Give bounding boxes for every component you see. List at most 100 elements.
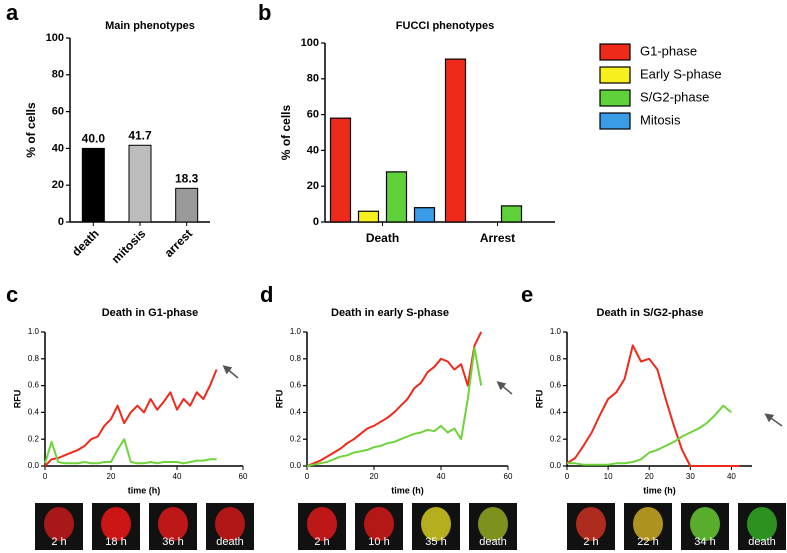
chart-title: Death in early S-phase <box>331 307 449 319</box>
y-tick-label: 0.6 <box>28 381 40 390</box>
x-tick-label: 20 <box>370 472 379 481</box>
thumbnail-label: 2 h <box>51 536 66 548</box>
y-axis-label: % of cells <box>24 102 38 158</box>
y-tick-label: 0 <box>313 216 319 228</box>
x-tick-label: 40 <box>727 472 736 481</box>
legend-label: S/G2-phase <box>640 89 709 104</box>
y-tick-label: 100 <box>46 32 64 44</box>
thumbnail-label: death <box>216 536 244 548</box>
bar <box>413 207 436 223</box>
y-axis-label: RFU <box>534 390 544 409</box>
x-tick-label: Death <box>366 231 399 245</box>
line-series <box>306 331 483 467</box>
y-tick-label: 1.0 <box>28 327 40 336</box>
cell <box>633 507 663 541</box>
x-tick-label: 0 <box>565 472 570 481</box>
x-tick-label: arrest <box>162 226 195 259</box>
cell <box>307 507 337 541</box>
x-axis-label: time (h) <box>128 485 161 495</box>
y-tick-label: 0.2 <box>550 434 562 443</box>
panel-letter: b <box>258 0 271 25</box>
line-series <box>44 369 218 467</box>
thumbnail-label: 2 h <box>583 536 598 548</box>
cell <box>101 507 131 541</box>
y-tick-label: 60 <box>307 109 319 121</box>
y-tick-label: 0.2 <box>290 434 302 443</box>
x-tick-label: 20 <box>645 472 654 481</box>
x-tick-label: 40 <box>173 472 182 481</box>
x-tick-label: 20 <box>107 472 116 481</box>
y-tick-label: 0.4 <box>28 408 40 417</box>
thumbnail-label: 18 h <box>105 536 126 548</box>
x-axis-label: time (h) <box>643 485 676 495</box>
value-label: 41.7 <box>128 128 152 142</box>
bar <box>81 147 105 223</box>
value-label: 40.0 <box>82 132 106 146</box>
cell <box>364 507 394 541</box>
cell <box>747 507 777 541</box>
legend-label: Mitosis <box>640 112 681 127</box>
bar <box>444 58 467 223</box>
y-axis-label: % of cells <box>279 105 293 161</box>
panel-letter: d <box>260 282 273 307</box>
bar <box>500 205 523 223</box>
line-series <box>44 438 217 465</box>
bar <box>175 187 199 223</box>
cell <box>576 507 606 541</box>
x-tick-label: 10 <box>604 472 613 481</box>
y-tick-label: 80 <box>307 73 319 85</box>
x-tick-label: 0 <box>305 472 310 481</box>
legend-swatch <box>599 43 631 61</box>
thumbnail-label: 34 h <box>694 536 715 548</box>
y-tick-label: 100 <box>301 37 319 49</box>
y-tick-label: 0.8 <box>550 354 562 363</box>
bar <box>329 117 352 223</box>
cell <box>690 507 720 541</box>
y-tick-label: 0.0 <box>290 461 302 470</box>
y-tick-label: 0.2 <box>28 434 40 443</box>
y-tick-label: 20 <box>307 180 319 192</box>
x-tick-label: 40 <box>437 472 446 481</box>
y-tick-label: 0.4 <box>550 408 562 417</box>
y-tick-label: 0.4 <box>290 408 302 417</box>
value-label: 18.3 <box>175 171 199 185</box>
line-series <box>566 344 740 467</box>
y-tick-label: 40 <box>52 142 64 154</box>
y-tick-label: 80 <box>52 69 64 81</box>
panel-letter: c <box>6 282 18 307</box>
y-tick-label: 40 <box>307 144 319 156</box>
y-tick-label: 0.0 <box>28 461 40 470</box>
legend-swatch <box>599 89 631 107</box>
x-tick-label: 0 <box>43 472 48 481</box>
y-tick-label: 1.0 <box>290 327 302 336</box>
arrow <box>222 365 239 379</box>
thumbnail-label: 36 h <box>162 536 183 548</box>
y-tick-label: 60 <box>52 106 64 118</box>
thumbnail-label: 22 h <box>637 536 658 548</box>
y-tick-label: 0 <box>58 216 64 228</box>
legend-label: G1-phase <box>640 43 697 58</box>
y-tick-label: 0.6 <box>290 381 302 390</box>
bar <box>385 171 408 223</box>
panel-letter: e <box>521 282 533 307</box>
chart-title: Death in S/G2-phase <box>597 307 704 319</box>
cell <box>44 507 74 541</box>
x-tick-label: 30 <box>686 472 695 481</box>
x-tick-label: death <box>69 226 102 259</box>
x-tick-label: 60 <box>239 472 248 481</box>
cell <box>421 507 451 541</box>
legend-swatch <box>599 66 631 84</box>
thumbnail-label: 10 h <box>368 536 389 548</box>
y-tick-label: 0.8 <box>290 354 302 363</box>
arrow <box>496 381 513 395</box>
bar <box>357 210 380 223</box>
thumbnail-label: death <box>748 536 776 548</box>
line-series <box>567 404 733 466</box>
bar <box>128 144 152 223</box>
x-tick-label: Arrest <box>480 231 515 245</box>
y-axis-label: RFU <box>12 390 22 409</box>
thumbnail-label: death <box>479 536 507 548</box>
panel-letter: a <box>6 0 19 25</box>
y-tick-label: 1.0 <box>550 327 562 336</box>
